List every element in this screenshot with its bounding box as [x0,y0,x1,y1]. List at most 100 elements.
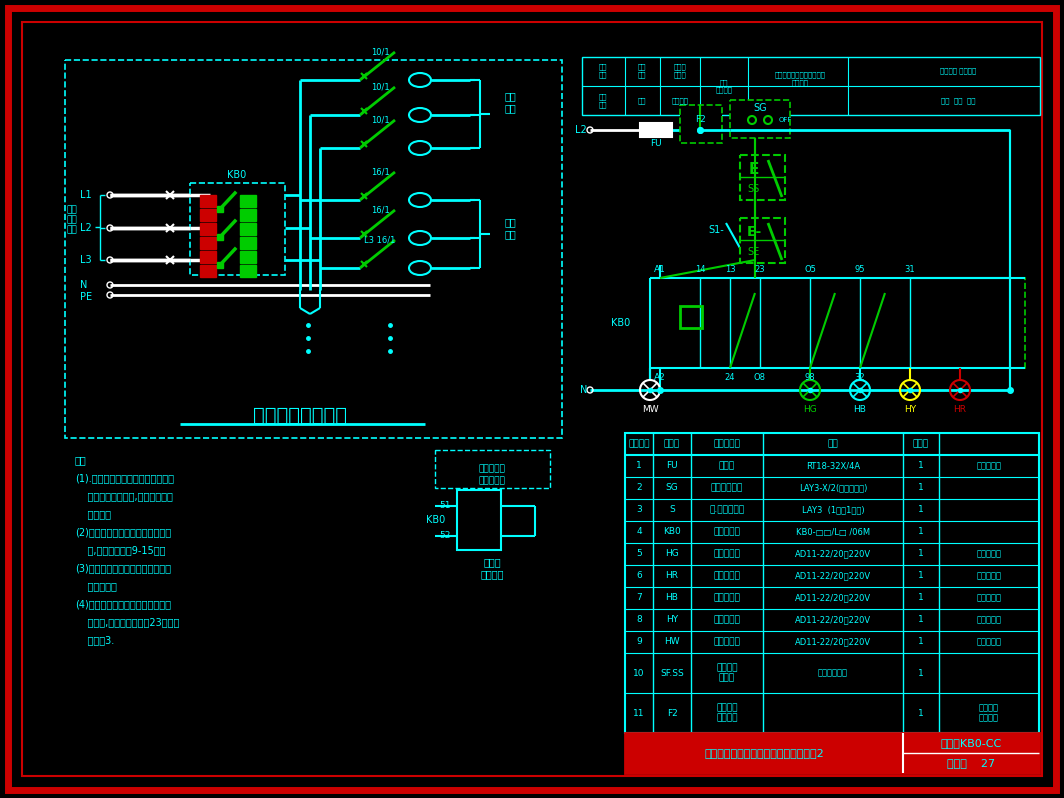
Text: 1: 1 [636,461,642,471]
Bar [200,209,216,221]
Text: HG: HG [803,405,817,414]
Text: 手动控制: 手动控制 [671,97,688,105]
Ellipse shape [409,141,431,155]
Text: HR: HR [953,405,966,414]
Text: 消防联动电: 消防联动电 [479,464,505,473]
Text: S: S [669,505,675,515]
Text: L1: L1 [80,190,92,200]
Text: 图集号KB0-CC: 图集号KB0-CC [941,738,1001,748]
Text: N: N [580,385,587,395]
Text: 1: 1 [918,505,924,515]
Ellipse shape [409,108,431,122]
Text: (2)控制保护器的选型由工程设计决: (2)控制保护器的选型由工程设计决 [74,527,171,537]
Text: 电路图3.: 电路图3. [74,635,114,645]
Bar [200,251,216,263]
Text: HB: HB [666,594,679,602]
Ellipse shape [409,261,431,275]
Text: 按需要填减: 按需要填减 [977,550,1001,559]
Text: 14: 14 [695,264,705,274]
Text: LAY3  (1常开1常闭): LAY3 (1常开1常闭) [801,505,864,515]
Text: AD11-22/20～220V: AD11-22/20～220V [795,615,871,625]
Text: O5: O5 [804,264,816,274]
Bar [458,490,501,550]
Text: 16/1: 16/1 [370,168,389,176]
Text: 24: 24 [725,373,735,381]
Text: 源切断信号: 源切断信号 [479,476,505,485]
Text: 按需要填减: 按需要填减 [977,594,1001,602]
Text: SG: SG [753,103,767,113]
Text: PE: PE [80,292,93,302]
Text: (4)当照明回路不需要消防联动切断: (4)当照明回路不需要消防联动切断 [74,599,171,609]
Text: 出线: 出线 [504,103,516,113]
Text: L3: L3 [80,255,92,265]
Text: 外引通断
按钮组: 外引通断 按钮组 [716,663,737,683]
Text: 数量: 数量 [828,440,838,448]
Bar [240,237,256,249]
Text: 蓝色信号灯: 蓝色信号灯 [714,594,741,602]
Text: 23: 23 [754,264,765,274]
Text: 9: 9 [636,638,642,646]
Text: SG: SG [666,484,679,492]
Text: 照明配电箱系统图: 照明配电箱系统图 [253,405,347,425]
Text: 照明配电箱电源接通与切断控制电路图2: 照明配电箱电源接通与切断控制电路图2 [704,748,824,758]
Text: 带熔断指示: 带熔断指示 [977,461,1001,471]
Text: 6: 6 [636,571,642,580]
Text: SS: SS [748,184,760,194]
Bar [240,265,256,277]
Text: 控制保护器: 控制保护器 [714,527,741,536]
Text: E-: E- [746,225,762,239]
Text: 通.断旋钮开关: 通.断旋钮开关 [710,505,745,515]
Text: HY: HY [904,405,916,414]
Text: 32: 32 [854,373,865,381]
Text: L2: L2 [576,125,587,135]
Text: E: E [749,163,760,177]
Bar [739,155,785,200]
Text: 出线: 出线 [504,229,516,239]
Text: 熔断器: 熔断器 [719,461,735,471]
Text: 1: 1 [918,484,924,492]
Text: 工作时远距离控制,消防时联动切: 工作时远距离控制,消防时联动切 [74,491,172,501]
Text: HB: HB [853,405,866,414]
Text: 1: 1 [918,615,924,625]
Bar [65,60,562,438]
Text: RT18-32X/4A: RT18-32X/4A [805,461,860,471]
Ellipse shape [409,73,431,87]
Text: 照明: 照明 [504,91,516,101]
Text: 断电源。: 断电源。 [74,509,111,519]
Text: SF.SS: SF.SS [660,669,684,678]
Text: HW: HW [664,638,680,646]
Text: F2: F2 [667,709,678,717]
Text: 消防联动
常闭触点: 消防联动 常闭触点 [716,703,737,723]
Text: 电源
信号: 电源 信号 [637,64,646,78]
Text: 1: 1 [918,550,924,559]
Text: 照明: 照明 [67,206,78,215]
Text: 2: 2 [636,484,642,492]
Text: 电源
保护: 电源 保护 [599,94,608,108]
Text: HG: HG [665,550,679,559]
Text: 10/1: 10/1 [370,82,389,92]
Bar [200,195,216,207]
Text: 型号及规格: 型号及规格 [714,440,741,448]
Text: 1: 1 [918,571,924,580]
Text: 接自消防
联动模块: 接自消防 联动模块 [979,703,999,723]
Bar [200,223,216,235]
Text: 定,详见本图集第9-15页。: 定,详见本图集第9-15页。 [74,545,166,555]
Text: AD11-22/20～220V: AD11-22/20～220V [795,571,871,580]
Text: 信号: 信号 [637,97,646,105]
Text: 电流: 电流 [67,215,78,224]
Text: 插座: 插座 [504,217,516,227]
Text: 4: 4 [636,527,642,536]
Text: L2: L2 [80,223,92,233]
Text: 白色信号灯: 白色信号灯 [714,638,741,646]
Text: 1: 1 [918,638,924,646]
Text: 二次
电源: 二次 电源 [599,64,608,78]
Bar [625,433,1040,733]
Text: 黄色信号灯: 黄色信号灯 [714,615,741,625]
Text: 进线: 进线 [67,226,78,235]
Text: 备　注: 备 注 [913,440,929,448]
Text: HR: HR [665,571,679,580]
Ellipse shape [409,193,431,207]
Text: 10/1: 10/1 [370,48,389,57]
Text: 远距离手控及消防联动干预
运行信号: 远距离手控及消防联动干预 运行信号 [775,72,826,86]
Text: 消防联
动触头: 消防联 动触头 [674,64,686,78]
